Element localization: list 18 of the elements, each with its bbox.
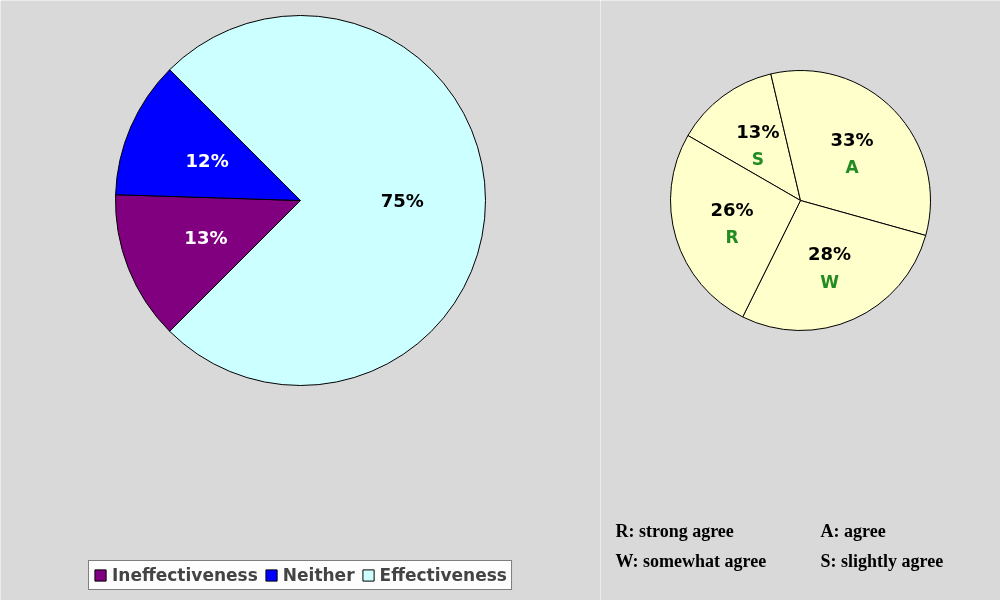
data-label: 33%	[830, 128, 874, 150]
text: R: strong agree	[615, 520, 734, 541]
data-label: 28%	[808, 243, 852, 265]
slice-label: R	[725, 227, 739, 248]
text: S: slightly agree	[820, 550, 944, 571]
text: W: somewhat agree	[615, 550, 767, 571]
text: A: agree	[820, 520, 886, 541]
slice-label: S	[751, 149, 764, 170]
legend-label: Effectiveness	[379, 565, 507, 585]
data-label: 26%	[710, 198, 754, 220]
data-label: 13%	[736, 120, 780, 142]
slice-label: A	[845, 157, 860, 178]
slice-label: W	[820, 271, 840, 292]
data-label: 75%	[380, 190, 424, 211]
data-label: 12%	[185, 149, 229, 171]
legend-label: Neither	[282, 565, 355, 585]
legend-label: Ineffectiveness	[112, 565, 258, 585]
data-label: 13%	[184, 227, 228, 249]
